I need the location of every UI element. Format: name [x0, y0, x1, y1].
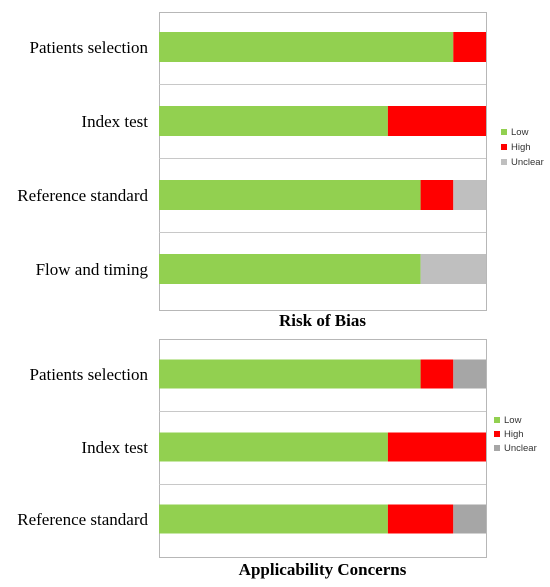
- bar-low-reference-standard: [159, 504, 388, 534]
- bar-unclear-reference-standard: [453, 504, 486, 534]
- chart-title: Risk of Bias: [279, 311, 366, 330]
- bar-high-reference-standard: [387, 504, 454, 534]
- legend-label-unclear: Unclear: [504, 443, 537, 454]
- bar-low-flow-and-timing: [159, 254, 421, 284]
- bar-unclear-reference-standard: [453, 180, 486, 210]
- category-label-patients-selection: Patients selection: [29, 38, 148, 57]
- legend-swatch-high: [501, 144, 507, 150]
- legend-swatch-low: [501, 129, 507, 135]
- category-label-index-test: Index test: [81, 438, 148, 457]
- bar-high-reference-standard: [420, 180, 454, 210]
- legend-label-high: High: [511, 142, 531, 153]
- category-label-patients-selection: Patients selection: [29, 365, 148, 384]
- bar-high-index-test: [387, 432, 486, 462]
- category-label-flow-and-timing: Flow and timing: [36, 260, 149, 279]
- legend-swatch-unclear: [494, 445, 500, 451]
- legend-swatch-high: [494, 431, 500, 437]
- panel-risk-of-bias: Patients selection Index test Reference st…: [17, 12, 544, 330]
- bar-unclear-flow-and-timing: [420, 254, 486, 284]
- bar-unclear-patients-selection: [453, 359, 486, 389]
- bar-low-patients-selection: [159, 359, 421, 389]
- bar-low-index-test: [159, 432, 388, 462]
- legend-label-low: Low: [504, 415, 522, 426]
- bar-low-patients-selection: [159, 32, 454, 62]
- chart-title: Applicability Concerns: [239, 560, 407, 579]
- category-label-reference-standard: Reference standard: [17, 510, 148, 529]
- legend-swatch-unclear: [501, 159, 507, 165]
- bar-low-reference-standard: [159, 180, 421, 210]
- panel-applicability-concerns: Patients selection Index test Reference st…: [17, 339, 537, 579]
- category-label-index-test: Index test: [81, 112, 148, 131]
- legend-label-high: High: [504, 429, 524, 440]
- bar-high-index-test: [387, 106, 486, 136]
- bar-high-patients-selection: [453, 32, 486, 62]
- bar-low-index-test: [159, 106, 388, 136]
- legend-label-unclear: Unclear: [511, 157, 544, 168]
- category-label-reference-standard: Reference standard: [17, 186, 148, 205]
- legend-swatch-low: [494, 417, 500, 423]
- legend-label-low: Low: [511, 127, 529, 138]
- bar-high-patients-selection: [420, 359, 454, 389]
